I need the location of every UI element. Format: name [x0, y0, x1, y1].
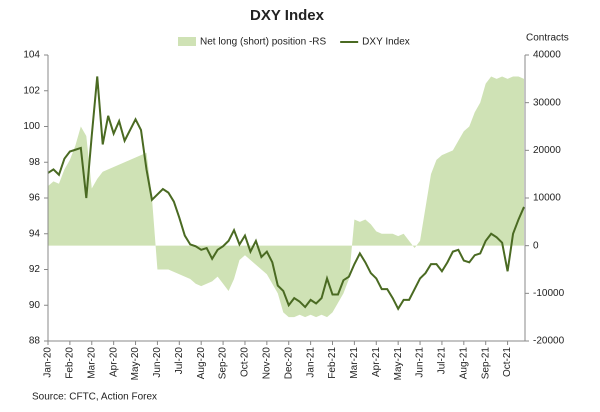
y-tick-label: 100	[23, 121, 40, 132]
x-tick-label: May-21	[393, 347, 404, 381]
legend-swatch	[178, 37, 196, 46]
y-tick-label: 88	[29, 336, 41, 347]
x-tick-label: Jan-21	[305, 347, 316, 378]
x-tick-label: Apr-20	[108, 347, 119, 377]
x-tick-label: Oct-20	[240, 347, 251, 377]
y2-tick-label: -10000	[533, 288, 565, 299]
chart-title: DXY Index	[250, 7, 325, 24]
x-tick-label: Jun-20	[152, 347, 163, 378]
y2-tick-label: 0	[533, 240, 539, 251]
area	[48, 76, 524, 318]
x-tick-label: Mar-21	[349, 347, 360, 379]
x-tick-label: Jan-20	[43, 347, 54, 378]
y-tick-label: 92	[29, 264, 41, 275]
y2-tick-label: 20000	[533, 145, 561, 156]
x-tick-label: Jun-21	[415, 347, 426, 378]
y2-tick-label: 10000	[533, 193, 561, 204]
y-tick-label: 98	[29, 157, 41, 168]
source: Source: CFTC, Action Forex	[32, 392, 157, 403]
x-tick-label: Sep-21	[480, 347, 491, 380]
legend-label: Net long (short) position -RS	[200, 37, 326, 48]
x-tick-label: Jul-20	[174, 347, 185, 375]
line	[47, 76, 525, 311]
x-tick-label: May-20	[130, 347, 141, 381]
x-tick-label: Feb-21	[327, 347, 338, 379]
y-tick-label: 94	[29, 228, 41, 239]
y2-tick-label: 40000	[533, 50, 561, 61]
y2-tick-label: 30000	[533, 97, 561, 108]
x-tick-label: Mar-20	[86, 347, 97, 379]
x-tick-label: Dec-20	[283, 347, 294, 380]
x-tick-label: Jul-21	[437, 347, 448, 375]
x-tick-label: Feb-20	[65, 347, 76, 379]
y2-axis-label: Contracts	[526, 33, 569, 44]
legend-label: DXY Index	[362, 37, 410, 48]
x-tick-label: Sep-20	[218, 347, 229, 380]
x-tick-label: Aug-20	[196, 347, 207, 380]
y2-tick-label: -20000	[533, 336, 565, 347]
y-tick-label: 90	[29, 300, 41, 311]
y-tick-label: 102	[23, 85, 40, 96]
y-tick-label: 96	[29, 193, 41, 204]
y-tick-label: 104	[23, 50, 40, 61]
x-tick-label: Oct-21	[502, 347, 513, 377]
x-tick-label: Nov-20	[261, 347, 272, 380]
x-tick-label: Aug-21	[458, 347, 469, 380]
x-tick-label: Apr-21	[371, 347, 382, 377]
